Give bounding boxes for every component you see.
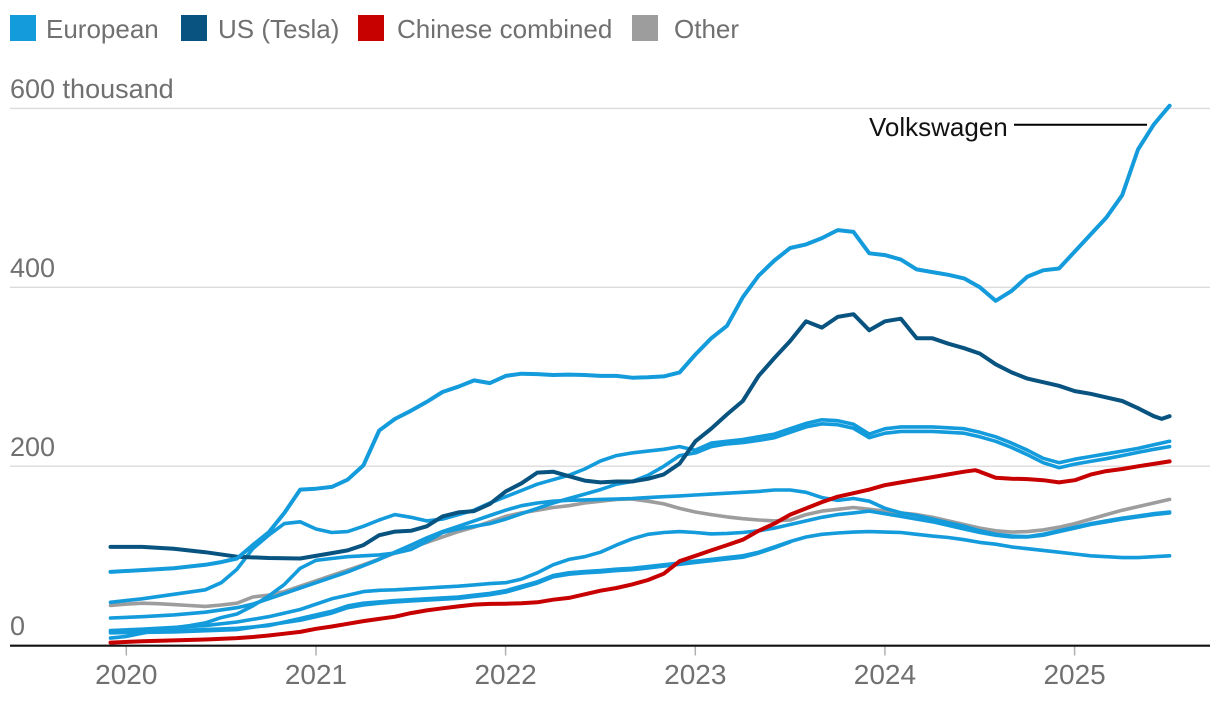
svg-text:2022: 2022 (474, 659, 536, 690)
svg-text:600 thousand: 600 thousand (10, 74, 174, 104)
svg-text:Volkswagen: Volkswagen (869, 112, 1008, 142)
svg-text:400: 400 (10, 253, 55, 283)
svg-text:2021: 2021 (285, 659, 347, 690)
svg-text:2025: 2025 (1043, 659, 1105, 690)
svg-text:2023: 2023 (664, 659, 726, 690)
svg-text:European: European (46, 14, 159, 44)
svg-text:0: 0 (10, 611, 25, 641)
svg-text:200: 200 (10, 432, 55, 462)
svg-text:2024: 2024 (854, 659, 916, 690)
svg-text:US (Tesla): US (Tesla) (218, 14, 339, 44)
svg-text:Other: Other (674, 14, 739, 44)
svg-text:Chinese combined: Chinese combined (397, 14, 612, 44)
svg-text:2020: 2020 (95, 659, 157, 690)
